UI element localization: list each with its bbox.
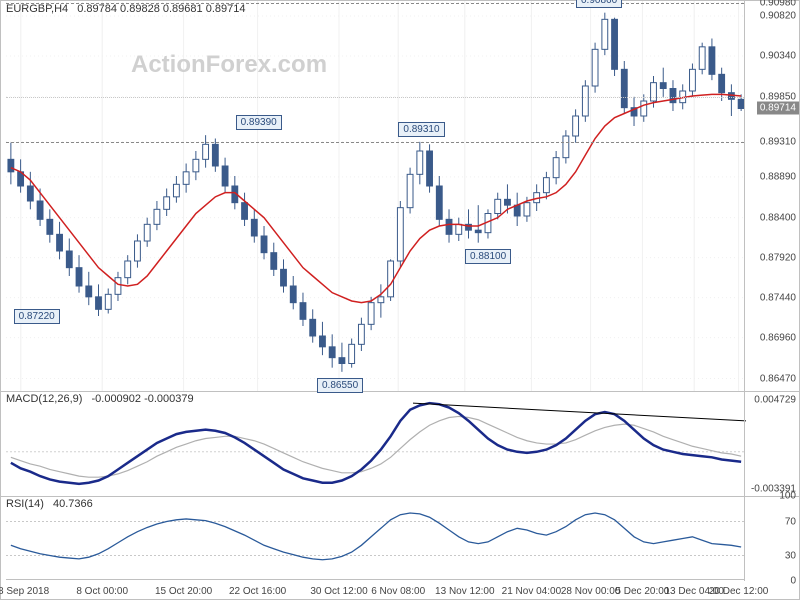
x-tick: 6 Nov 08:00 [371,586,425,597]
y-tick: 0.88400 [760,212,796,223]
price-annotation: 0.88100 [465,249,511,264]
y-tick: 100 [779,491,796,502]
y-tick: 70 [785,516,796,527]
y-tick: 0.90820 [760,11,796,22]
y-tick: 0.87920 [760,252,796,263]
x-tick: 20 Dec 12:00 [709,586,769,597]
y-tick: 0.86470 [760,373,796,384]
x-tick: 30 Oct 12:00 [310,586,367,597]
ohlc-o: 0.89784 [77,3,117,15]
price-panel[interactable]: EURGBP,H4 0.89784 0.89828 0.89681 0.8971… [1,1,799,391]
price-annotation: 0.89390 [236,115,282,130]
x-tick: 13 Nov 12:00 [435,586,495,597]
macd-label: MACD(12,26,9) [6,393,82,405]
y-tick: 0.89310 [760,136,796,147]
ohlc-h: 0.89828 [120,3,160,15]
x-tick: 8 Oct 00:00 [76,586,128,597]
price-annotation: 0.86550 [317,378,363,393]
y-tick: 0 [790,576,796,587]
symbol-label: EURGBP,H4 [6,3,68,15]
macd-chart-area[interactable] [6,391,744,496]
ohlc-c: 0.89714 [206,3,246,15]
y-tick: 30 [785,550,796,561]
current-price-label: 0.89714 [757,102,799,115]
x-tick: 21 Nov 04:00 [502,586,562,597]
x-tick: 15 Oct 20:00 [155,586,212,597]
y-tick: 0.90980 [760,0,796,8]
price-y-axis: 0.909800.908200.903400.898500.893100.888… [744,1,799,391]
chart-container: EURGBP,H4 0.89784 0.89828 0.89681 0.8971… [0,0,800,600]
rsi-value: 40.7366 [53,498,93,510]
x-tick: 28 Sep 2018 [0,586,49,597]
y-tick: 0.86960 [760,332,796,343]
y-tick: 0.004729 [754,394,796,405]
macd-val1: -0.000902 [91,393,141,405]
rsi-panel[interactable]: RSI(14) 40.7366 10070300 [1,496,799,581]
rsi-label: RSI(14) [6,498,44,510]
x-tick: 28 Nov 00:00 [561,586,621,597]
price-annotation: 0.87220 [14,309,60,324]
macd-y-axis: 0.004729-0.003391 [744,391,799,496]
price-chart-area[interactable]: 0.87220 0.89390 0.86550 0.89310 0.88100 0.908… [6,1,744,391]
rsi-title: RSI(14) 40.7366 [6,498,93,510]
x-tick: 22 Oct 16:00 [229,586,286,597]
price-title: EURGBP,H4 0.89784 0.89828 0.89681 0.8971… [6,3,245,15]
price-annotation: 0.90860 [576,0,622,8]
y-tick: 0.88890 [760,171,796,182]
macd-val2: -0.000379 [144,393,194,405]
x-axis: 28 Sep 20188 Oct 00:0015 Oct 20:0022 Oct… [6,579,744,599]
macd-title: MACD(12,26,9) -0.000902 -0.000379 [6,393,194,405]
rsi-y-axis: 10070300 [744,496,799,581]
y-tick: 0.87440 [760,292,796,303]
y-tick: 0.90340 [760,51,796,62]
x-tick: 5 Dec 20:00 [615,586,669,597]
ohlc-l: 0.89681 [163,3,203,15]
rsi-chart-area[interactable] [6,496,744,581]
macd-panel[interactable]: MACD(12,26,9) -0.000902 -0.000379 0.0047… [1,391,799,496]
price-annotation: 0.89310 [398,122,444,137]
